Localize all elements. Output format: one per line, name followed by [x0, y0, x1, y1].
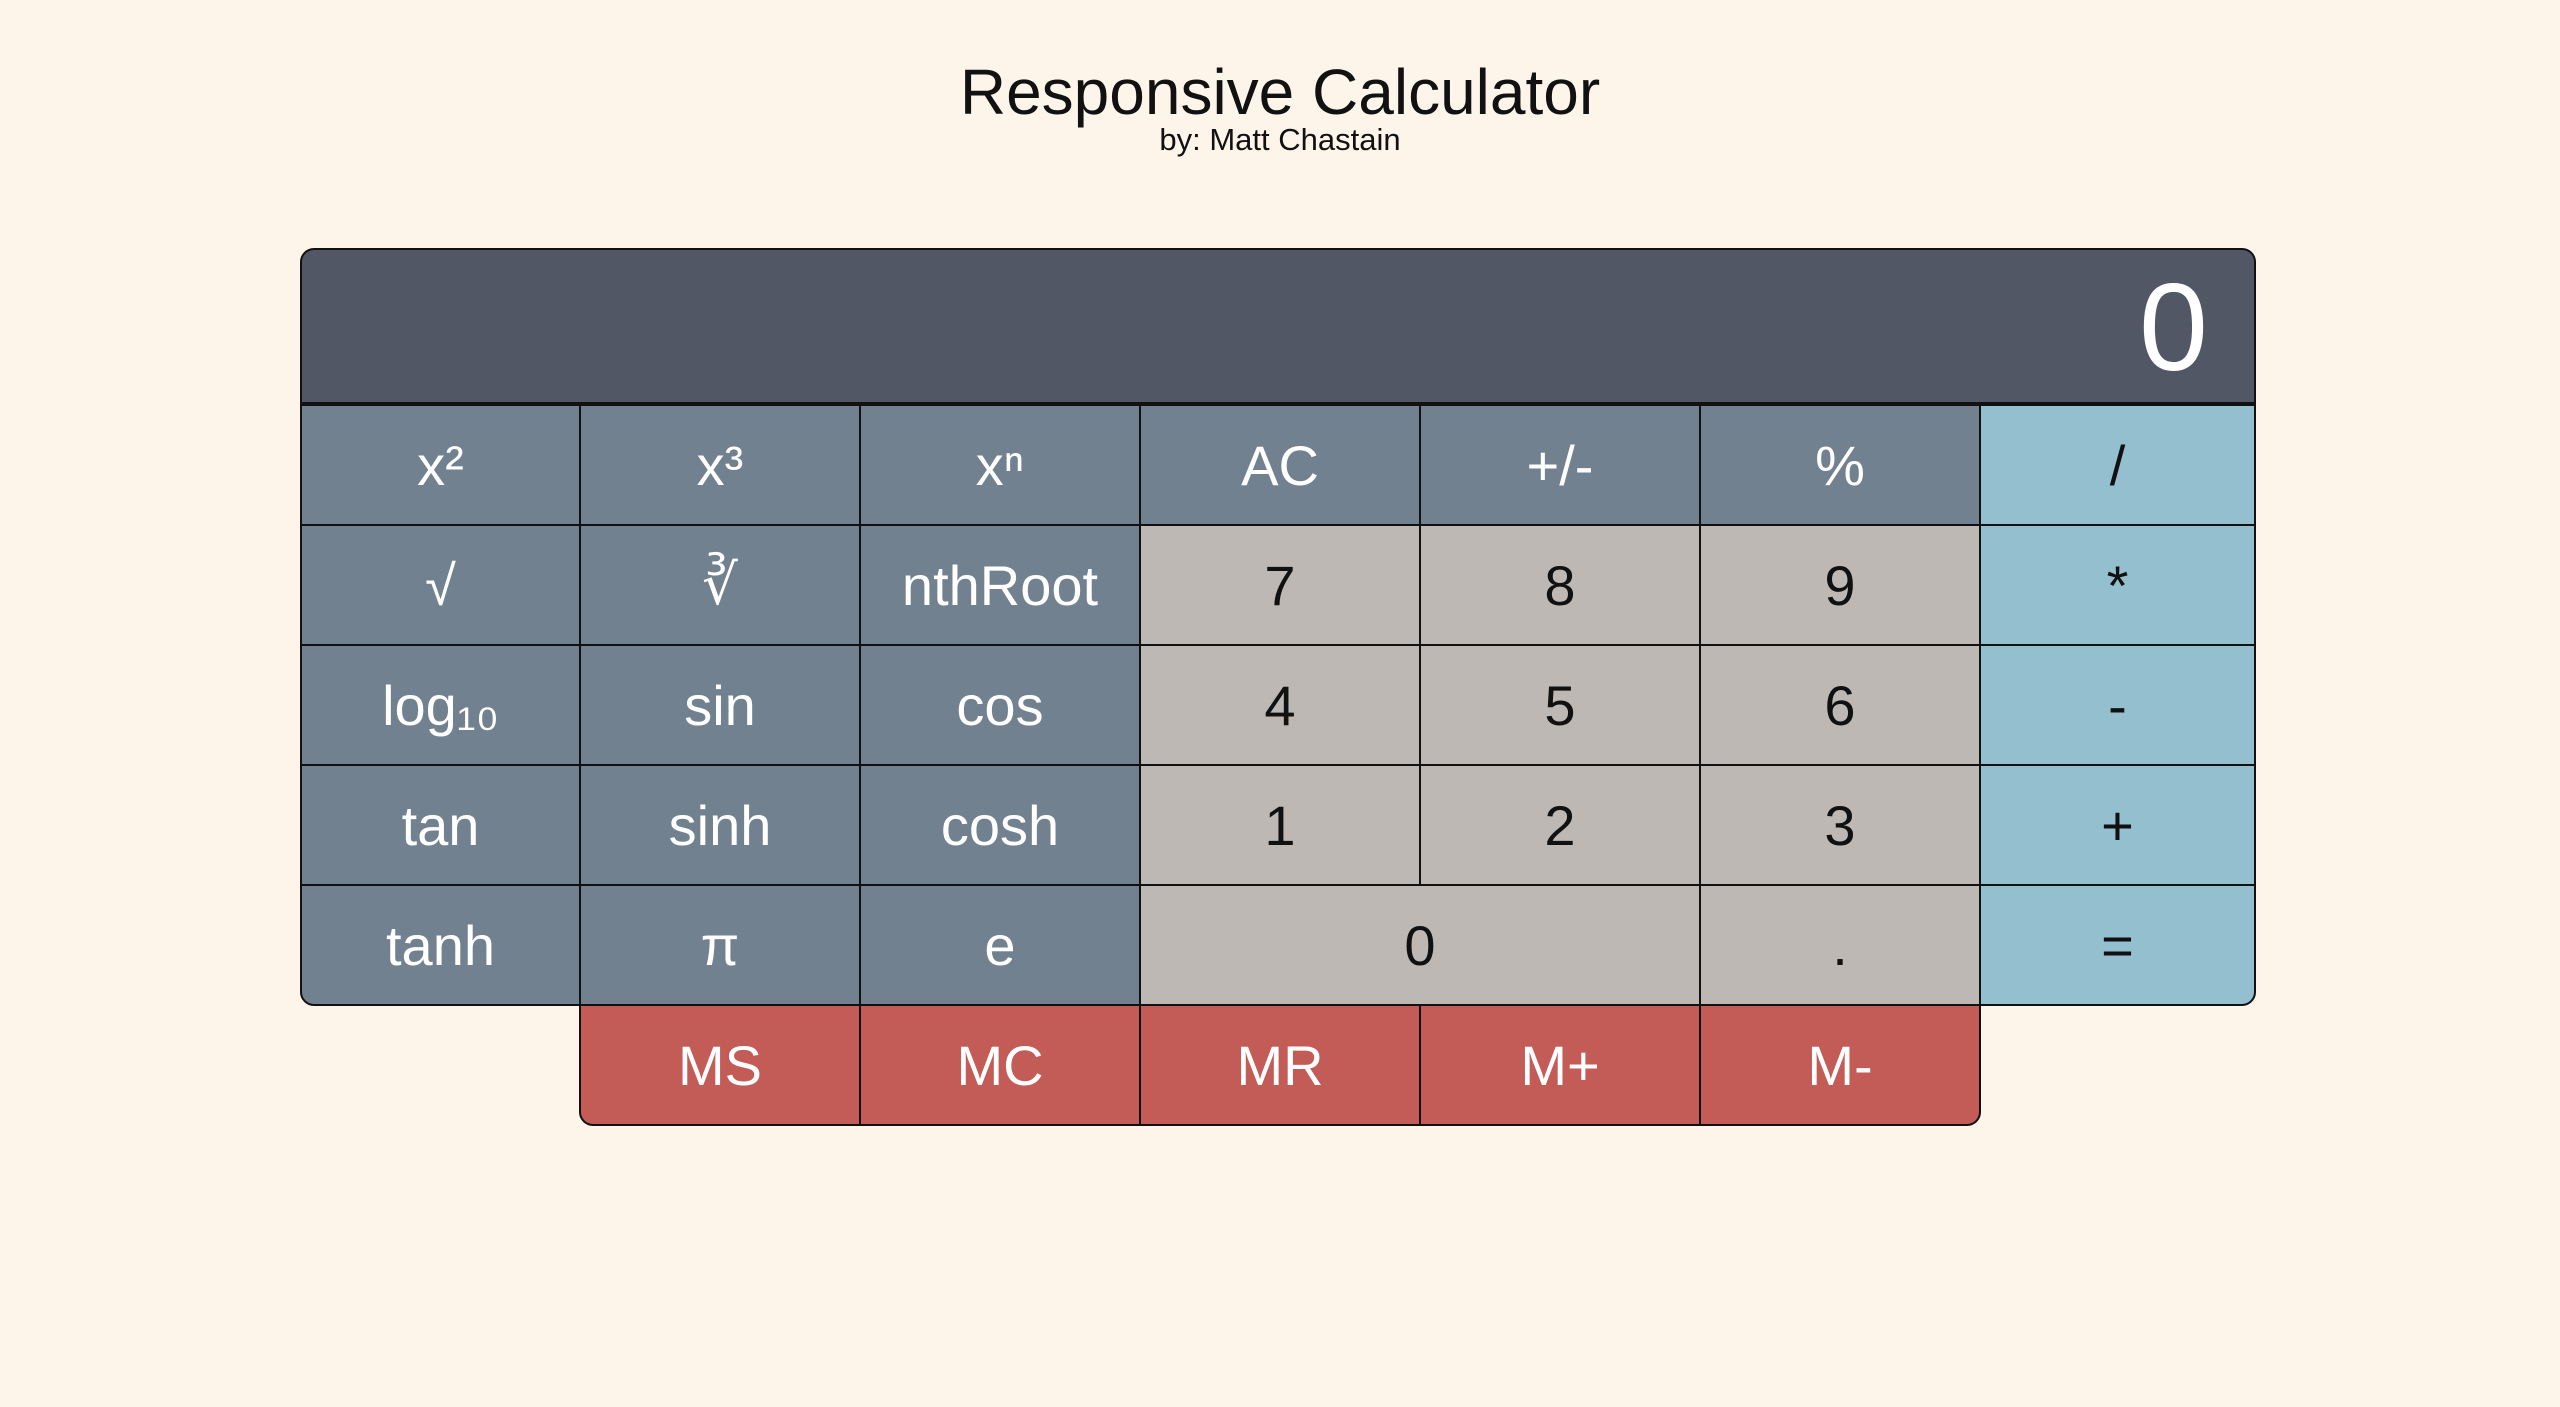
pi-button[interactable]: π — [579, 884, 861, 1006]
equals-button[interactable]: = — [1979, 884, 2256, 1006]
digit-6-button[interactable]: 6 — [1699, 644, 1981, 766]
nth-root-button[interactable]: nthRoot — [859, 524, 1141, 646]
subtract-button[interactable]: - — [1979, 644, 2256, 766]
calculator: 0 x² x³ xⁿ AC +/- % / √ ∛ nthRoot 7 8 9 … — [300, 248, 2260, 1008]
x-squared-button[interactable]: x² — [300, 404, 581, 526]
digit-1-button[interactable]: 1 — [1139, 764, 1421, 886]
percent-button[interactable]: % — [1699, 404, 1981, 526]
digit-9-button[interactable]: 9 — [1699, 524, 1981, 646]
cosh-button[interactable]: cosh — [859, 764, 1141, 886]
page-title: Responsive Calculator — [959, 56, 1601, 128]
digit-3-button[interactable]: 3 — [1699, 764, 1981, 886]
tan-button[interactable]: tan — [300, 764, 581, 886]
plus-minus-button[interactable]: +/- — [1419, 404, 1701, 526]
add-button[interactable]: + — [1979, 764, 2256, 886]
tanh-button[interactable]: tanh — [300, 884, 581, 1006]
sin-button[interactable]: sin — [579, 644, 861, 766]
page-subtitle: by: Matt Chastain — [1159, 122, 1401, 157]
square-root-button[interactable]: √ — [300, 524, 581, 646]
digit-0-button[interactable]: 0 — [1139, 884, 1701, 1006]
memory-clear-button[interactable]: MC — [859, 1004, 1141, 1126]
digit-4-button[interactable]: 4 — [1139, 644, 1421, 766]
memory-subtract-button[interactable]: M- — [1699, 1004, 1981, 1126]
digit-2-button[interactable]: 2 — [1419, 764, 1701, 886]
multiply-button[interactable]: * — [1979, 524, 2256, 646]
decimal-button[interactable]: . — [1699, 884, 1981, 1006]
memory-recall-button[interactable]: MR — [1139, 1004, 1421, 1126]
digit-5-button[interactable]: 5 — [1419, 644, 1701, 766]
digit-7-button[interactable]: 7 — [1139, 524, 1421, 646]
log10-button[interactable]: log₁₀ — [300, 644, 581, 766]
sinh-button[interactable]: sinh — [579, 764, 861, 886]
x-power-n-button[interactable]: xⁿ — [859, 404, 1141, 526]
cos-button[interactable]: cos — [859, 644, 1141, 766]
calculator-display: 0 — [300, 248, 2256, 404]
cube-root-button[interactable]: ∛ — [579, 524, 861, 646]
divide-button[interactable]: / — [1979, 404, 2256, 526]
euler-e-button[interactable]: e — [859, 884, 1141, 1006]
memory-store-button[interactable]: MS — [579, 1004, 861, 1126]
digit-8-button[interactable]: 8 — [1419, 524, 1701, 646]
x-cubed-button[interactable]: x³ — [579, 404, 861, 526]
all-clear-button[interactable]: AC — [1139, 404, 1421, 526]
memory-add-button[interactable]: M+ — [1419, 1004, 1701, 1126]
